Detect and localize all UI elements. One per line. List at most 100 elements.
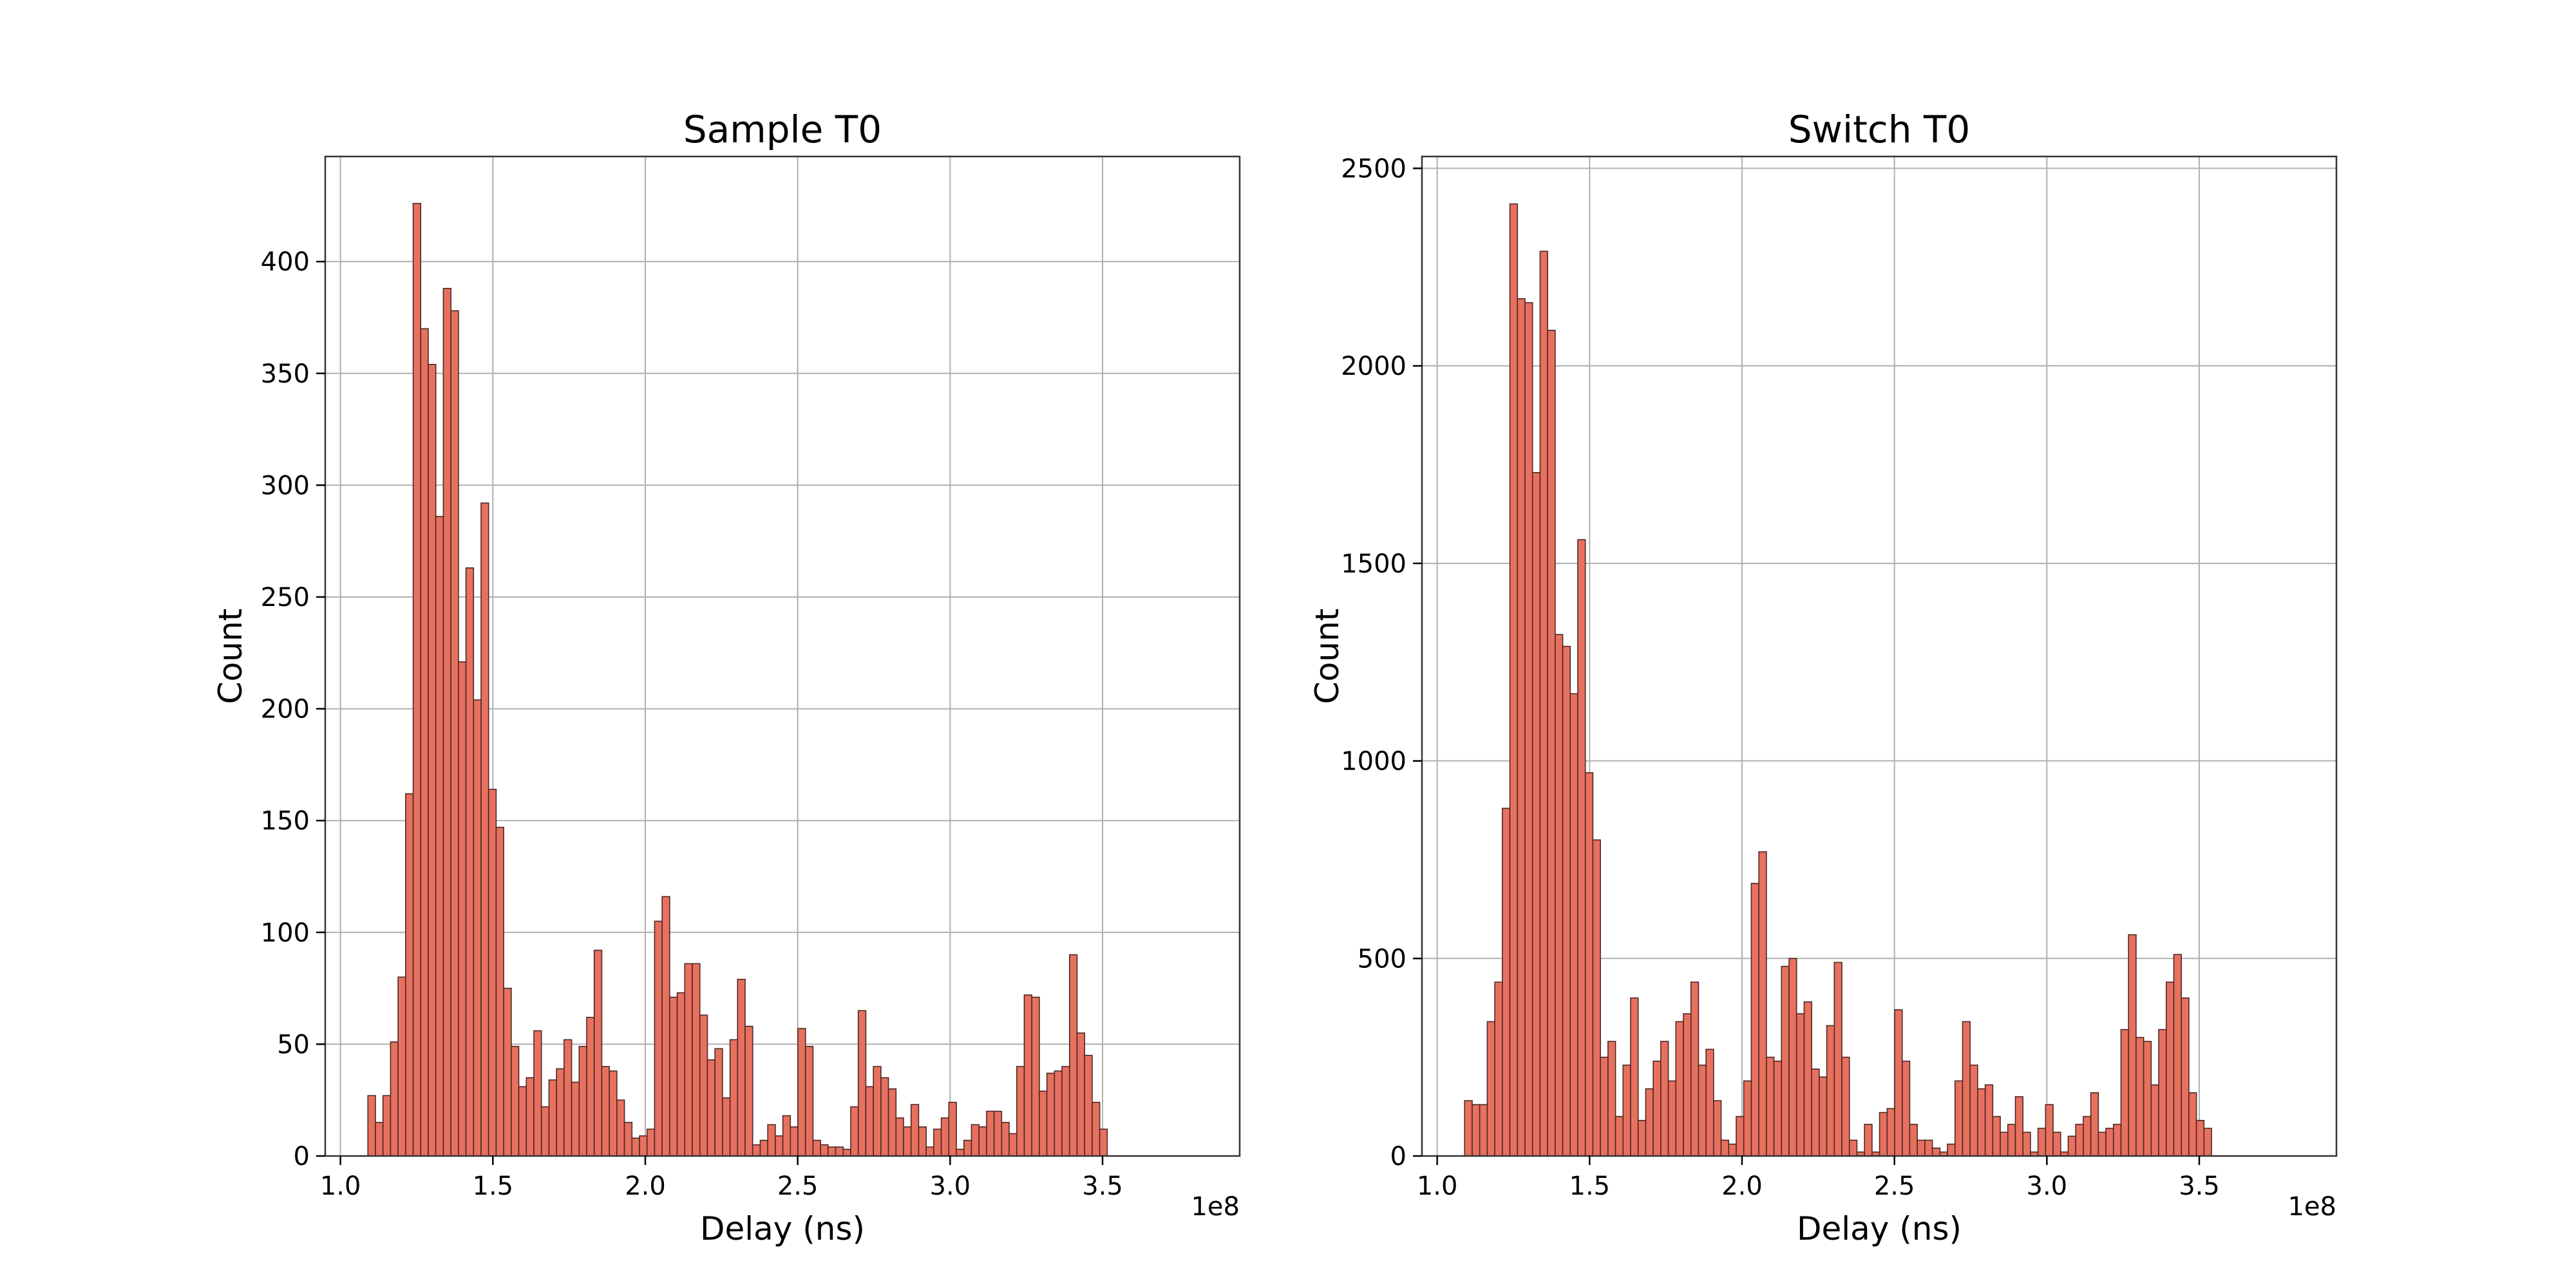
histogram-bar: [1667, 1080, 1677, 1157]
histogram-bar: [1728, 1143, 1737, 1157]
histogram-bar: [639, 1135, 648, 1157]
plot-frame: [324, 155, 1241, 1157]
histogram-bar: [397, 976, 406, 1157]
histogram-bar: [480, 502, 489, 1157]
histogram-bar: [699, 1014, 708, 1157]
y-tick-label: 500: [1358, 944, 1406, 974]
histogram-bar: [2136, 1037, 2145, 1157]
histogram-bar: [2181, 997, 2190, 1157]
histogram-bar: [2105, 1128, 2114, 1157]
histogram-bar: [1698, 1065, 1707, 1157]
histogram-bar: [812, 1139, 821, 1157]
histogram-bar: [420, 328, 429, 1157]
histogram-bar: [1023, 994, 1032, 1157]
histogram-bar: [1819, 1076, 1828, 1157]
y-axis-label: Count: [1309, 609, 1346, 705]
histogram-bar: [1848, 1139, 1858, 1157]
x-tick-label: 1.0: [320, 1171, 361, 1201]
histogram-bar: [1781, 965, 1790, 1157]
y-tick-label: 100: [261, 918, 310, 948]
y-axis-label: Count: [212, 609, 249, 705]
histogram-bar: [1031, 996, 1040, 1157]
histogram-bar: [2188, 1092, 2197, 1157]
histogram-bar: [540, 1106, 550, 1157]
histogram-bar: [1795, 1013, 1805, 1157]
histogram-bar: [797, 1028, 806, 1157]
histogram-bar: [548, 1079, 557, 1157]
histogram-bar: [623, 1122, 633, 1157]
histogram-bar: [714, 1048, 723, 1157]
histogram-bar: [1016, 1066, 1025, 1157]
y-tick-label: 400: [261, 247, 310, 277]
histogram-bar: [2090, 1092, 2099, 1157]
histogram-bar: [1009, 1133, 1018, 1157]
histogram-bar: [1099, 1128, 1108, 1157]
histogram-bar: [737, 978, 746, 1157]
histogram-bar: [1494, 981, 1503, 1157]
histogram-bar: [1502, 808, 1511, 1157]
histogram-bar: [993, 1110, 1003, 1157]
histogram-bar: [669, 996, 678, 1157]
histogram-bar: [782, 1115, 791, 1157]
histogram-bar: [986, 1110, 995, 1157]
y-tick-label: 2500: [1341, 154, 1406, 184]
histogram-bar: [2037, 1128, 2047, 1157]
histogram-bar: [1683, 1013, 1692, 1157]
histogram-bar: [1864, 1124, 1873, 1157]
histogram-bar: [473, 699, 482, 1157]
histogram-bar: [1630, 997, 1639, 1157]
histogram-bar: [571, 1081, 580, 1157]
histogram-bar: [1977, 1088, 1986, 1157]
histogram-bar: [1068, 954, 1078, 1157]
histogram-bar: [2022, 1132, 2031, 1157]
y-tick-label: 300: [261, 471, 310, 500]
histogram-bar: [1826, 1025, 1835, 1157]
histogram-bar: [1917, 1139, 1926, 1157]
histogram-bar: [842, 1148, 851, 1157]
histogram-bar: [2173, 954, 2182, 1157]
histogram-bar: [850, 1106, 859, 1157]
chart-title: Sample T0: [683, 108, 882, 151]
histogram-bar: [706, 1059, 715, 1157]
histogram-bar: [1569, 693, 1578, 1157]
histogram-bar: [903, 1126, 912, 1157]
histogram-bar: [1736, 1115, 1745, 1157]
histogram-bar: [940, 1117, 950, 1157]
histogram-bar: [1577, 539, 1586, 1157]
histogram-bar: [759, 1139, 768, 1157]
chart-title: Switch T0: [1788, 108, 1971, 151]
histogram-bar: [1615, 1115, 1624, 1157]
y-tick-label: 250: [261, 583, 310, 612]
histogram-bar: [880, 1077, 889, 1157]
histogram-bar: [925, 1146, 934, 1157]
histogram-bar: [503, 987, 512, 1157]
histogram-bar: [661, 896, 670, 1157]
histogram-bar: [390, 1041, 399, 1157]
histogram-bar: [1962, 1021, 1971, 1157]
histogram-bar: [428, 364, 437, 1157]
histogram-bar: [564, 1039, 573, 1157]
histogram-bar: [1886, 1108, 1895, 1157]
x-axis-label: Delay (ns): [1797, 1210, 1962, 1247]
histogram-bar: [2000, 1132, 2009, 1157]
histogram-bar: [1076, 1032, 1085, 1157]
y-tick-label: 1500: [1341, 549, 1406, 579]
histogram-bar: [1984, 1084, 1994, 1157]
histogram-bar: [1811, 1068, 1820, 1157]
histogram-bar: [609, 1070, 618, 1157]
histogram-bar: [1947, 1143, 1956, 1157]
histogram-panel-sample-t0: 1.0 1.5 2.0 2.5 3.0 3.5 0 50 100 150 200 250 300 350 4…: [212, 108, 1241, 1247]
histogram-bar: [631, 1137, 640, 1157]
histogram-bar: [1660, 1041, 1669, 1157]
histogram-bar: [1084, 1054, 1093, 1157]
y-tick-label: 2000: [1341, 352, 1406, 381]
x-tick-label: 3.0: [2027, 1171, 2068, 1201]
histogram-bar: [1054, 1070, 1063, 1157]
histogram-bar: [488, 788, 497, 1157]
x-offset-label: 1e8: [1191, 1192, 1240, 1222]
histogram-bar: [978, 1126, 987, 1157]
histogram-bar: [971, 1124, 980, 1157]
histogram-bar: [2120, 1028, 2129, 1157]
histogram-bar: [586, 1016, 595, 1157]
histogram-bar: [887, 1088, 897, 1157]
